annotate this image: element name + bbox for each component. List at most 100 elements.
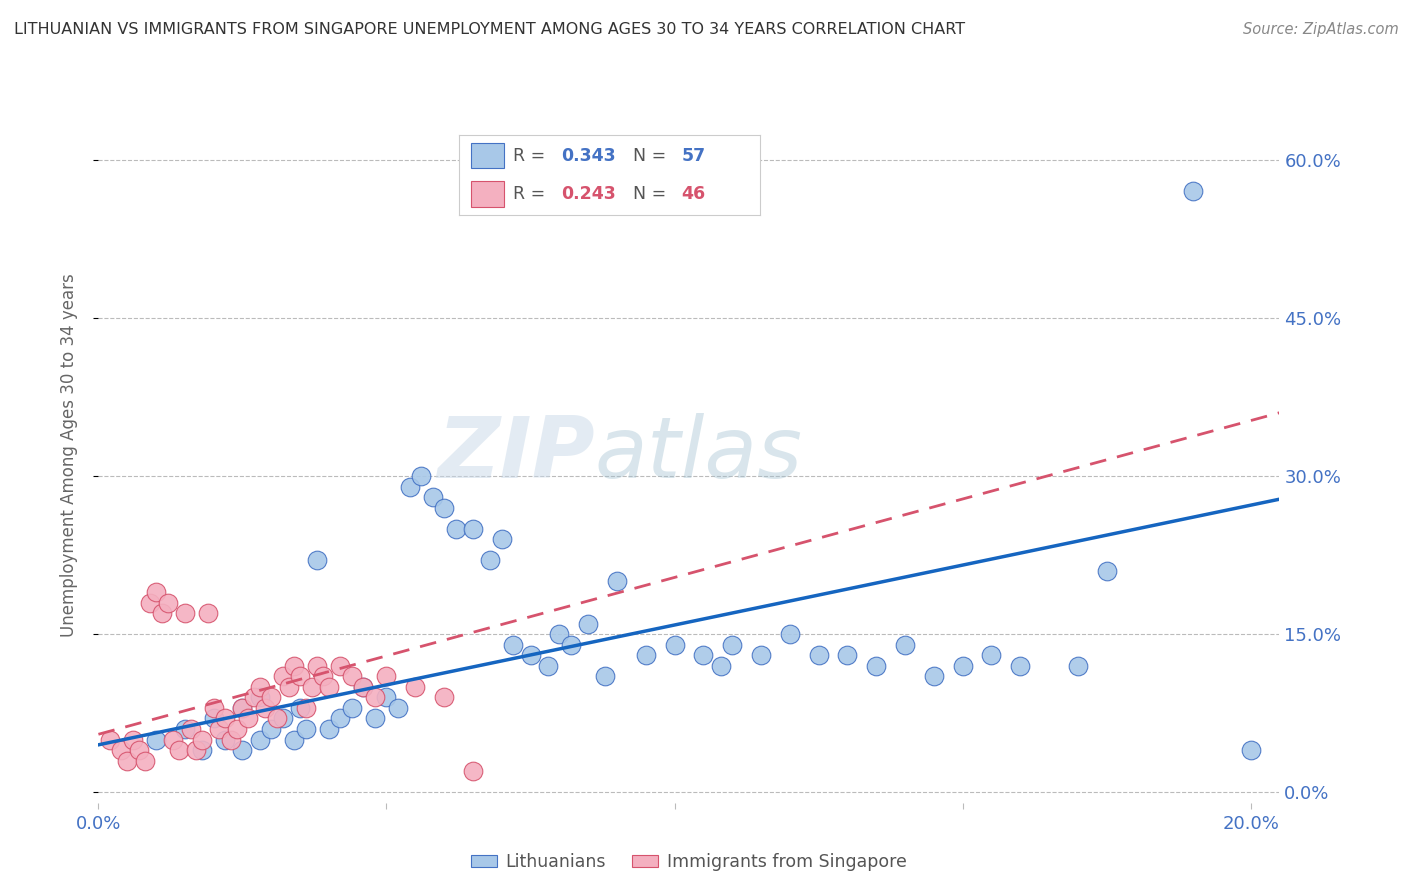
Text: atlas: atlas <box>595 413 803 497</box>
Point <box>249 690 271 705</box>
Point <box>288 669 311 683</box>
Point <box>634 648 657 663</box>
Point <box>156 595 179 609</box>
Text: ZIP: ZIP <box>437 413 595 497</box>
Point <box>266 711 288 725</box>
Point <box>271 711 294 725</box>
Point <box>167 743 190 757</box>
Point <box>295 701 318 715</box>
Point <box>307 553 329 567</box>
Point <box>340 669 363 683</box>
Point <box>202 711 225 725</box>
Point <box>225 722 247 736</box>
Point <box>461 764 484 779</box>
Point <box>231 701 253 715</box>
Point <box>1182 185 1205 199</box>
Point <box>260 722 283 736</box>
Point <box>318 722 340 736</box>
Point <box>1240 743 1263 757</box>
Point <box>444 522 467 536</box>
Point <box>208 722 231 736</box>
Point <box>606 574 628 589</box>
Point <box>404 680 426 694</box>
Point <box>364 690 387 705</box>
Point <box>560 638 582 652</box>
Legend: Lithuanians, Immigrants from Singapore: Lithuanians, Immigrants from Singapore <box>464 846 914 878</box>
Point <box>260 690 283 705</box>
Point <box>922 669 945 683</box>
Point <box>214 711 236 725</box>
Point <box>238 711 260 725</box>
Point <box>122 732 145 747</box>
Point <box>295 722 318 736</box>
Point <box>231 701 253 715</box>
Point <box>398 479 420 493</box>
Point <box>375 669 398 683</box>
Point <box>312 669 335 683</box>
Point <box>318 680 340 694</box>
Point <box>461 522 484 536</box>
Point <box>98 732 121 747</box>
Point <box>307 658 329 673</box>
Point <box>491 533 513 547</box>
Point <box>576 616 599 631</box>
Point <box>519 648 541 663</box>
Point <box>502 638 524 652</box>
Point <box>254 701 277 715</box>
Point <box>721 638 744 652</box>
Point <box>375 690 398 705</box>
Point <box>387 701 409 715</box>
Point <box>115 754 138 768</box>
Point <box>1010 658 1032 673</box>
Point <box>807 648 830 663</box>
Point <box>150 606 173 620</box>
Point <box>952 658 974 673</box>
Point <box>837 648 859 663</box>
Point <box>409 469 432 483</box>
Point <box>1095 564 1118 578</box>
Point <box>128 743 150 757</box>
Point <box>249 680 271 694</box>
Point <box>710 658 733 673</box>
Point <box>749 648 772 663</box>
Point <box>243 690 266 705</box>
Point <box>329 711 352 725</box>
Point <box>352 680 374 694</box>
Point <box>422 490 444 504</box>
Point <box>692 648 714 663</box>
Point <box>110 743 132 757</box>
Point <box>191 732 214 747</box>
Text: LITHUANIAN VS IMMIGRANTS FROM SINGAPORE UNEMPLOYMENT AMONG AGES 30 TO 34 YEARS C: LITHUANIAN VS IMMIGRANTS FROM SINGAPORE … <box>14 22 965 37</box>
Point <box>180 722 202 736</box>
Point <box>1067 658 1090 673</box>
Point <box>433 500 456 515</box>
Point <box>301 680 323 694</box>
Point <box>329 658 352 673</box>
Point <box>202 701 225 715</box>
Point <box>271 669 294 683</box>
Point <box>145 585 167 599</box>
Point <box>537 658 560 673</box>
Point <box>283 732 305 747</box>
Point <box>595 669 617 683</box>
Point <box>865 658 887 673</box>
Point <box>162 732 184 747</box>
Point <box>548 627 571 641</box>
Point <box>134 754 156 768</box>
Point <box>277 680 299 694</box>
Point <box>186 743 208 757</box>
Point <box>173 606 195 620</box>
Point <box>139 595 162 609</box>
Point <box>980 648 1002 663</box>
Point <box>173 722 195 736</box>
Point <box>479 553 502 567</box>
Point <box>779 627 801 641</box>
Point <box>214 732 236 747</box>
Point <box>364 711 387 725</box>
Point <box>197 606 219 620</box>
Point <box>894 638 917 652</box>
Point <box>145 732 167 747</box>
Point <box>288 701 311 715</box>
Point <box>191 743 214 757</box>
Point <box>352 680 374 694</box>
